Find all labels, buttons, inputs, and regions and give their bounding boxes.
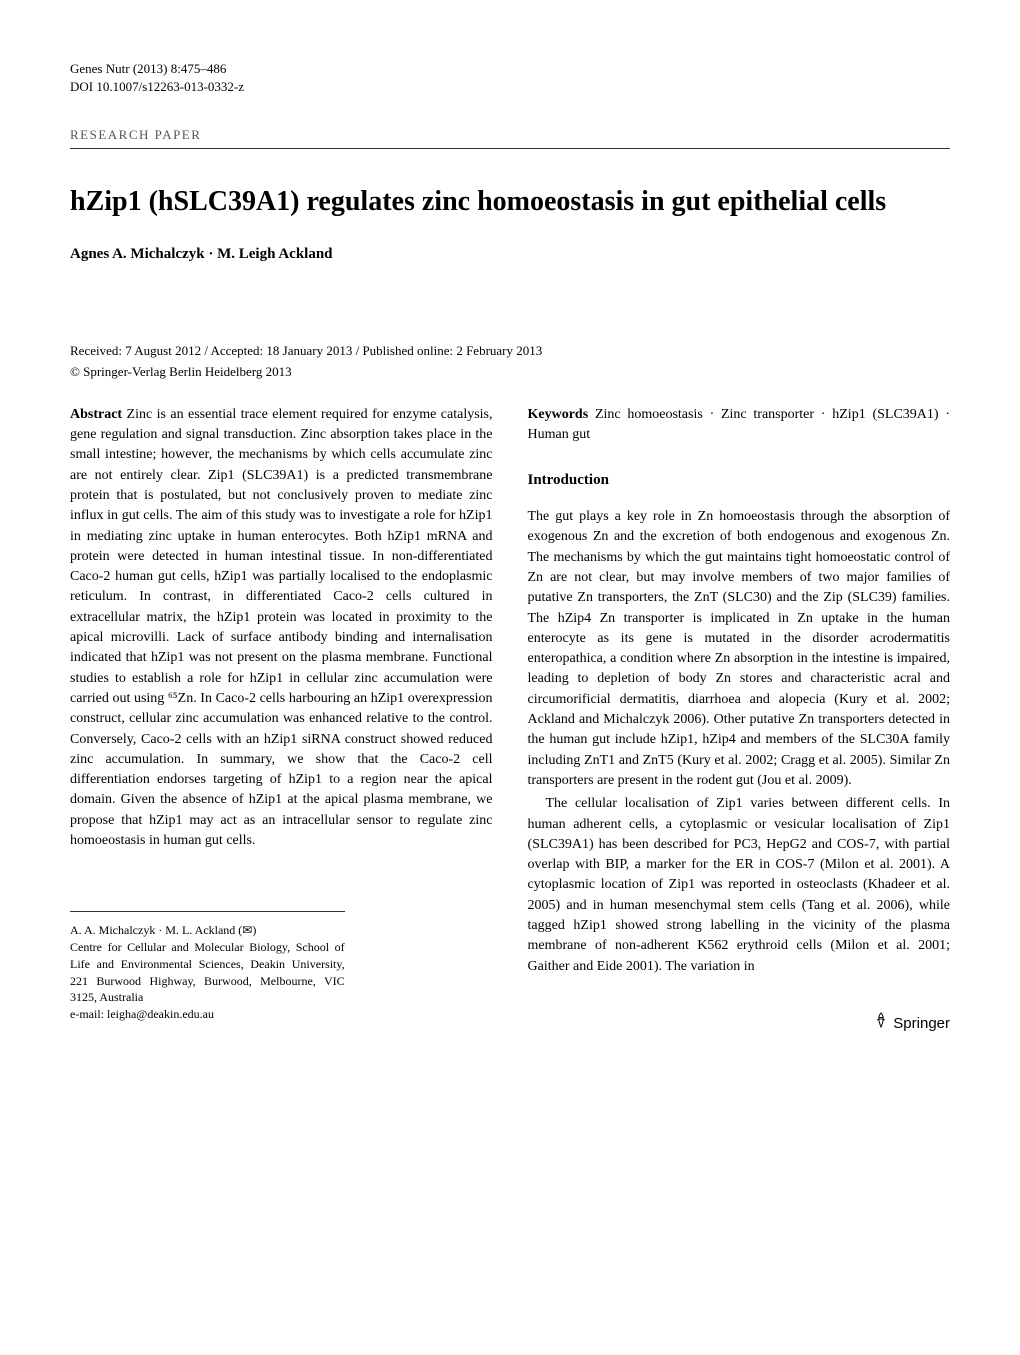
abstract-paragraph: Abstract Zinc is an essential trace elem…	[70, 405, 493, 852]
copyright: © Springer-Verlag Berlin Heidelberg 2013	[70, 364, 950, 380]
affiliation-block: A. A. Michalczyk · M. L. Ackland (✉) Cen…	[70, 911, 345, 1023]
left-column: Abstract Zinc is an essential trace elem…	[70, 405, 493, 1035]
publisher-name: Springer	[893, 1015, 950, 1032]
affiliation-email: e-mail: leigha@deakin.edu.au	[70, 1006, 345, 1023]
intro-paragraph-1: The gut plays a key role in Zn homoeosta…	[528, 507, 951, 791]
keywords-text: Zinc homoeostasis · Zinc transporter · h…	[528, 407, 951, 442]
abstract-text: Zinc is an essential trace element requi…	[70, 407, 493, 848]
springer-icon	[873, 1012, 889, 1035]
main-content: Abstract Zinc is an essential trace elem…	[70, 405, 950, 1035]
intro-paragraph-2: The cellular localisation of Zip1 varies…	[528, 794, 951, 977]
header-info: Genes Nutr (2013) 8:475–486 DOI 10.1007/…	[70, 60, 950, 96]
keywords-heading: Keywords	[528, 407, 589, 422]
article-title: hZip1 (hSLC39A1) regulates zinc homoeost…	[70, 184, 950, 220]
authors: Agnes A. Michalczyk · M. Leigh Ackland	[70, 246, 950, 263]
affiliation-address: Centre for Cellular and Molecular Biolog…	[70, 939, 345, 1006]
affiliation-authors: A. A. Michalczyk · M. L. Ackland (✉)	[70, 922, 345, 939]
article-dates: Received: 7 August 2012 / Accepted: 18 J…	[70, 343, 950, 359]
section-label: RESEARCH PAPER	[70, 127, 950, 149]
right-column: Keywords Zinc homoeostasis · Zinc transp…	[528, 405, 951, 1035]
journal-doi: DOI 10.1007/s12263-013-0332-z	[70, 78, 950, 96]
journal-name: Genes Nutr (2013) 8:475–486	[70, 60, 950, 78]
abstract-heading: Abstract	[70, 407, 122, 422]
publisher-footer: Springer	[528, 1012, 951, 1035]
keywords-paragraph: Keywords Zinc homoeostasis · Zinc transp…	[528, 405, 951, 446]
intro-heading: Introduction	[528, 470, 951, 492]
